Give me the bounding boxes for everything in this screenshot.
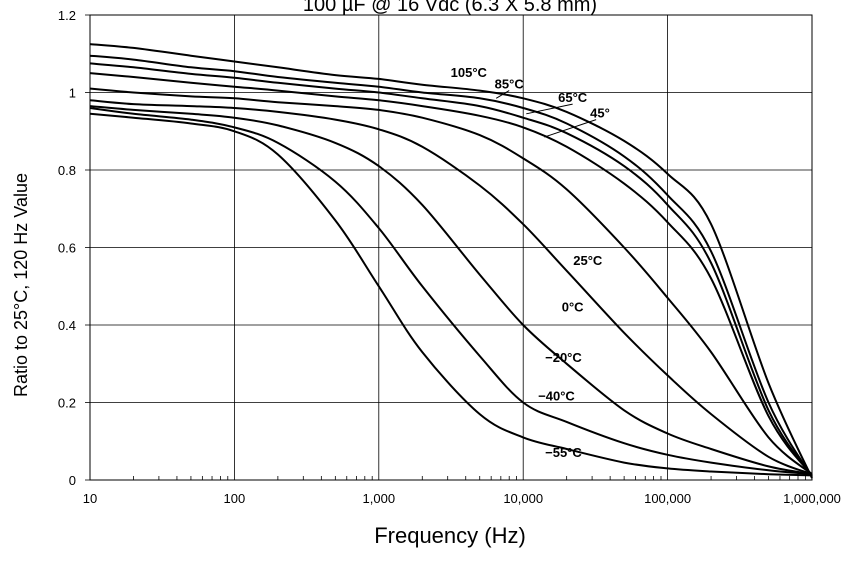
series-line <box>89 99 813 476</box>
label-leader-line <box>526 103 573 115</box>
x-tick-label: 100 <box>224 491 246 506</box>
series-label: 85°C <box>495 77 525 92</box>
x-tick-label: 1,000 <box>363 491 396 506</box>
y-axis-title: Ratio to 25°C, 120 Hz Value <box>11 173 31 397</box>
y-tick-label: 0.6 <box>58 241 76 256</box>
grid <box>85 14 813 481</box>
x-tick-label: 1,000,000 <box>783 491 841 506</box>
series-label: −55°C <box>545 445 582 460</box>
chart-title: 100 µF @ 16 Vdc (6.3 X 5.8 mm) <box>303 0 597 16</box>
y-tick-label: 0.8 <box>58 163 76 178</box>
y-tick-label: 1 <box>69 86 76 101</box>
series-label: 0°C <box>562 299 584 314</box>
label-leader-line <box>495 90 510 99</box>
x-tick-label: 10 <box>83 491 97 506</box>
series-labels: 105°C 85°C 65°C45° 25°C 0°C −20°C −40°C −55°C <box>451 65 610 460</box>
series-line <box>89 54 813 478</box>
series-label: 105°C <box>451 65 488 80</box>
y-tick-labels: 0 0.2 0.4 0.6 0.8 1 1.2 <box>58 8 76 488</box>
x-axis-title: Frequency (Hz) <box>374 523 526 548</box>
x-tick-label: 10,000 <box>503 491 543 506</box>
series-line <box>89 105 813 476</box>
x-tick-label: 100,000 <box>644 491 691 506</box>
series-line <box>89 62 813 477</box>
series-line <box>89 107 813 476</box>
series-lines <box>89 43 813 479</box>
label-leader-line <box>544 119 597 138</box>
series-label: 65°C <box>558 90 588 105</box>
series-label: 45° <box>590 106 610 121</box>
series-line <box>89 87 813 475</box>
y-tick-label: 0 <box>69 473 76 488</box>
series-line <box>89 43 813 479</box>
y-tick-label: 0.2 <box>58 396 76 411</box>
series-label: −40°C <box>538 389 575 404</box>
series-label: 25°C <box>573 253 603 268</box>
x-tick-labels: 10 100 1,000 10,000 100,000 1,000,000 <box>83 491 841 506</box>
series-label: −20°C <box>545 350 582 365</box>
y-tick-label: 1.2 <box>58 8 76 23</box>
y-tick-label: 0.4 <box>58 318 76 333</box>
series-line <box>89 112 813 477</box>
plot-frame <box>89 14 813 481</box>
series-line <box>89 72 813 476</box>
